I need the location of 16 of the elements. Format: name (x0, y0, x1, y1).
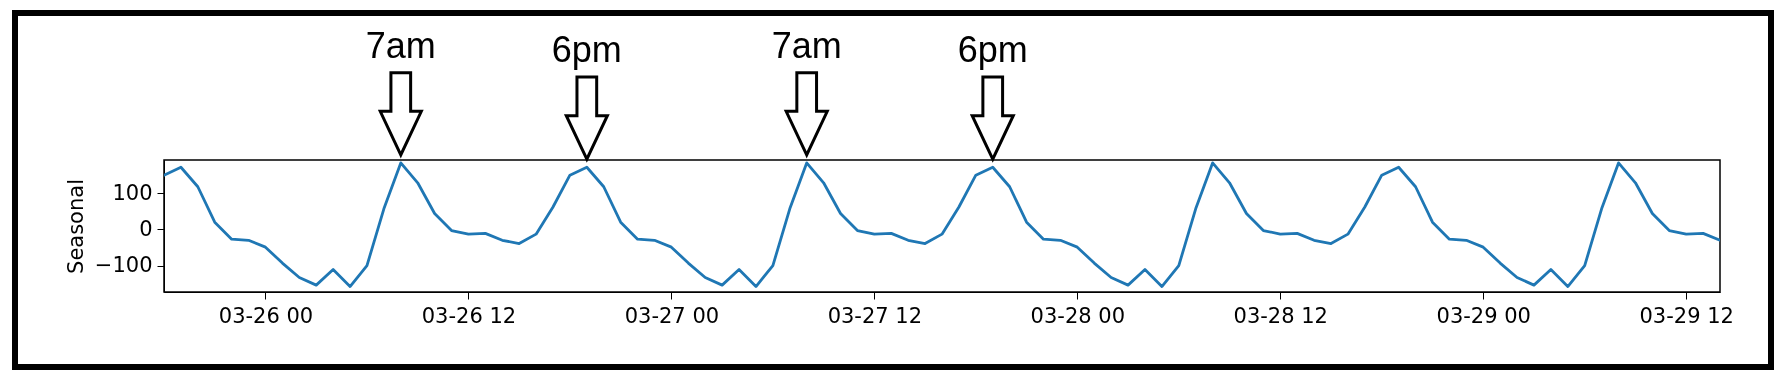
y-tick-label: 0 (139, 216, 153, 241)
annotation: 7am (771, 24, 842, 66)
y-tick-label: −100 (94, 253, 153, 278)
y-tick-label: 100 (112, 180, 153, 205)
x-tick-label: 03-26 12 (421, 303, 517, 328)
annotation: 7am (365, 24, 436, 66)
x-tick-label: 03-27 00 (624, 303, 720, 328)
x-tick-label: 03-29 00 (1436, 303, 1531, 328)
y-axis-title: Seasonal (63, 179, 88, 274)
x-tick-label: 03-27 12 (827, 303, 923, 328)
x-tick-label: 03-29 12 (1639, 303, 1734, 328)
annotation: 6pm (551, 29, 622, 71)
x-tick-label: 03-28 00 (1030, 303, 1126, 328)
annotation: 6pm (957, 29, 1028, 71)
x-tick-label: 03-26 00 (218, 303, 314, 328)
x-tick-label: 03-28 12 (1233, 303, 1328, 328)
